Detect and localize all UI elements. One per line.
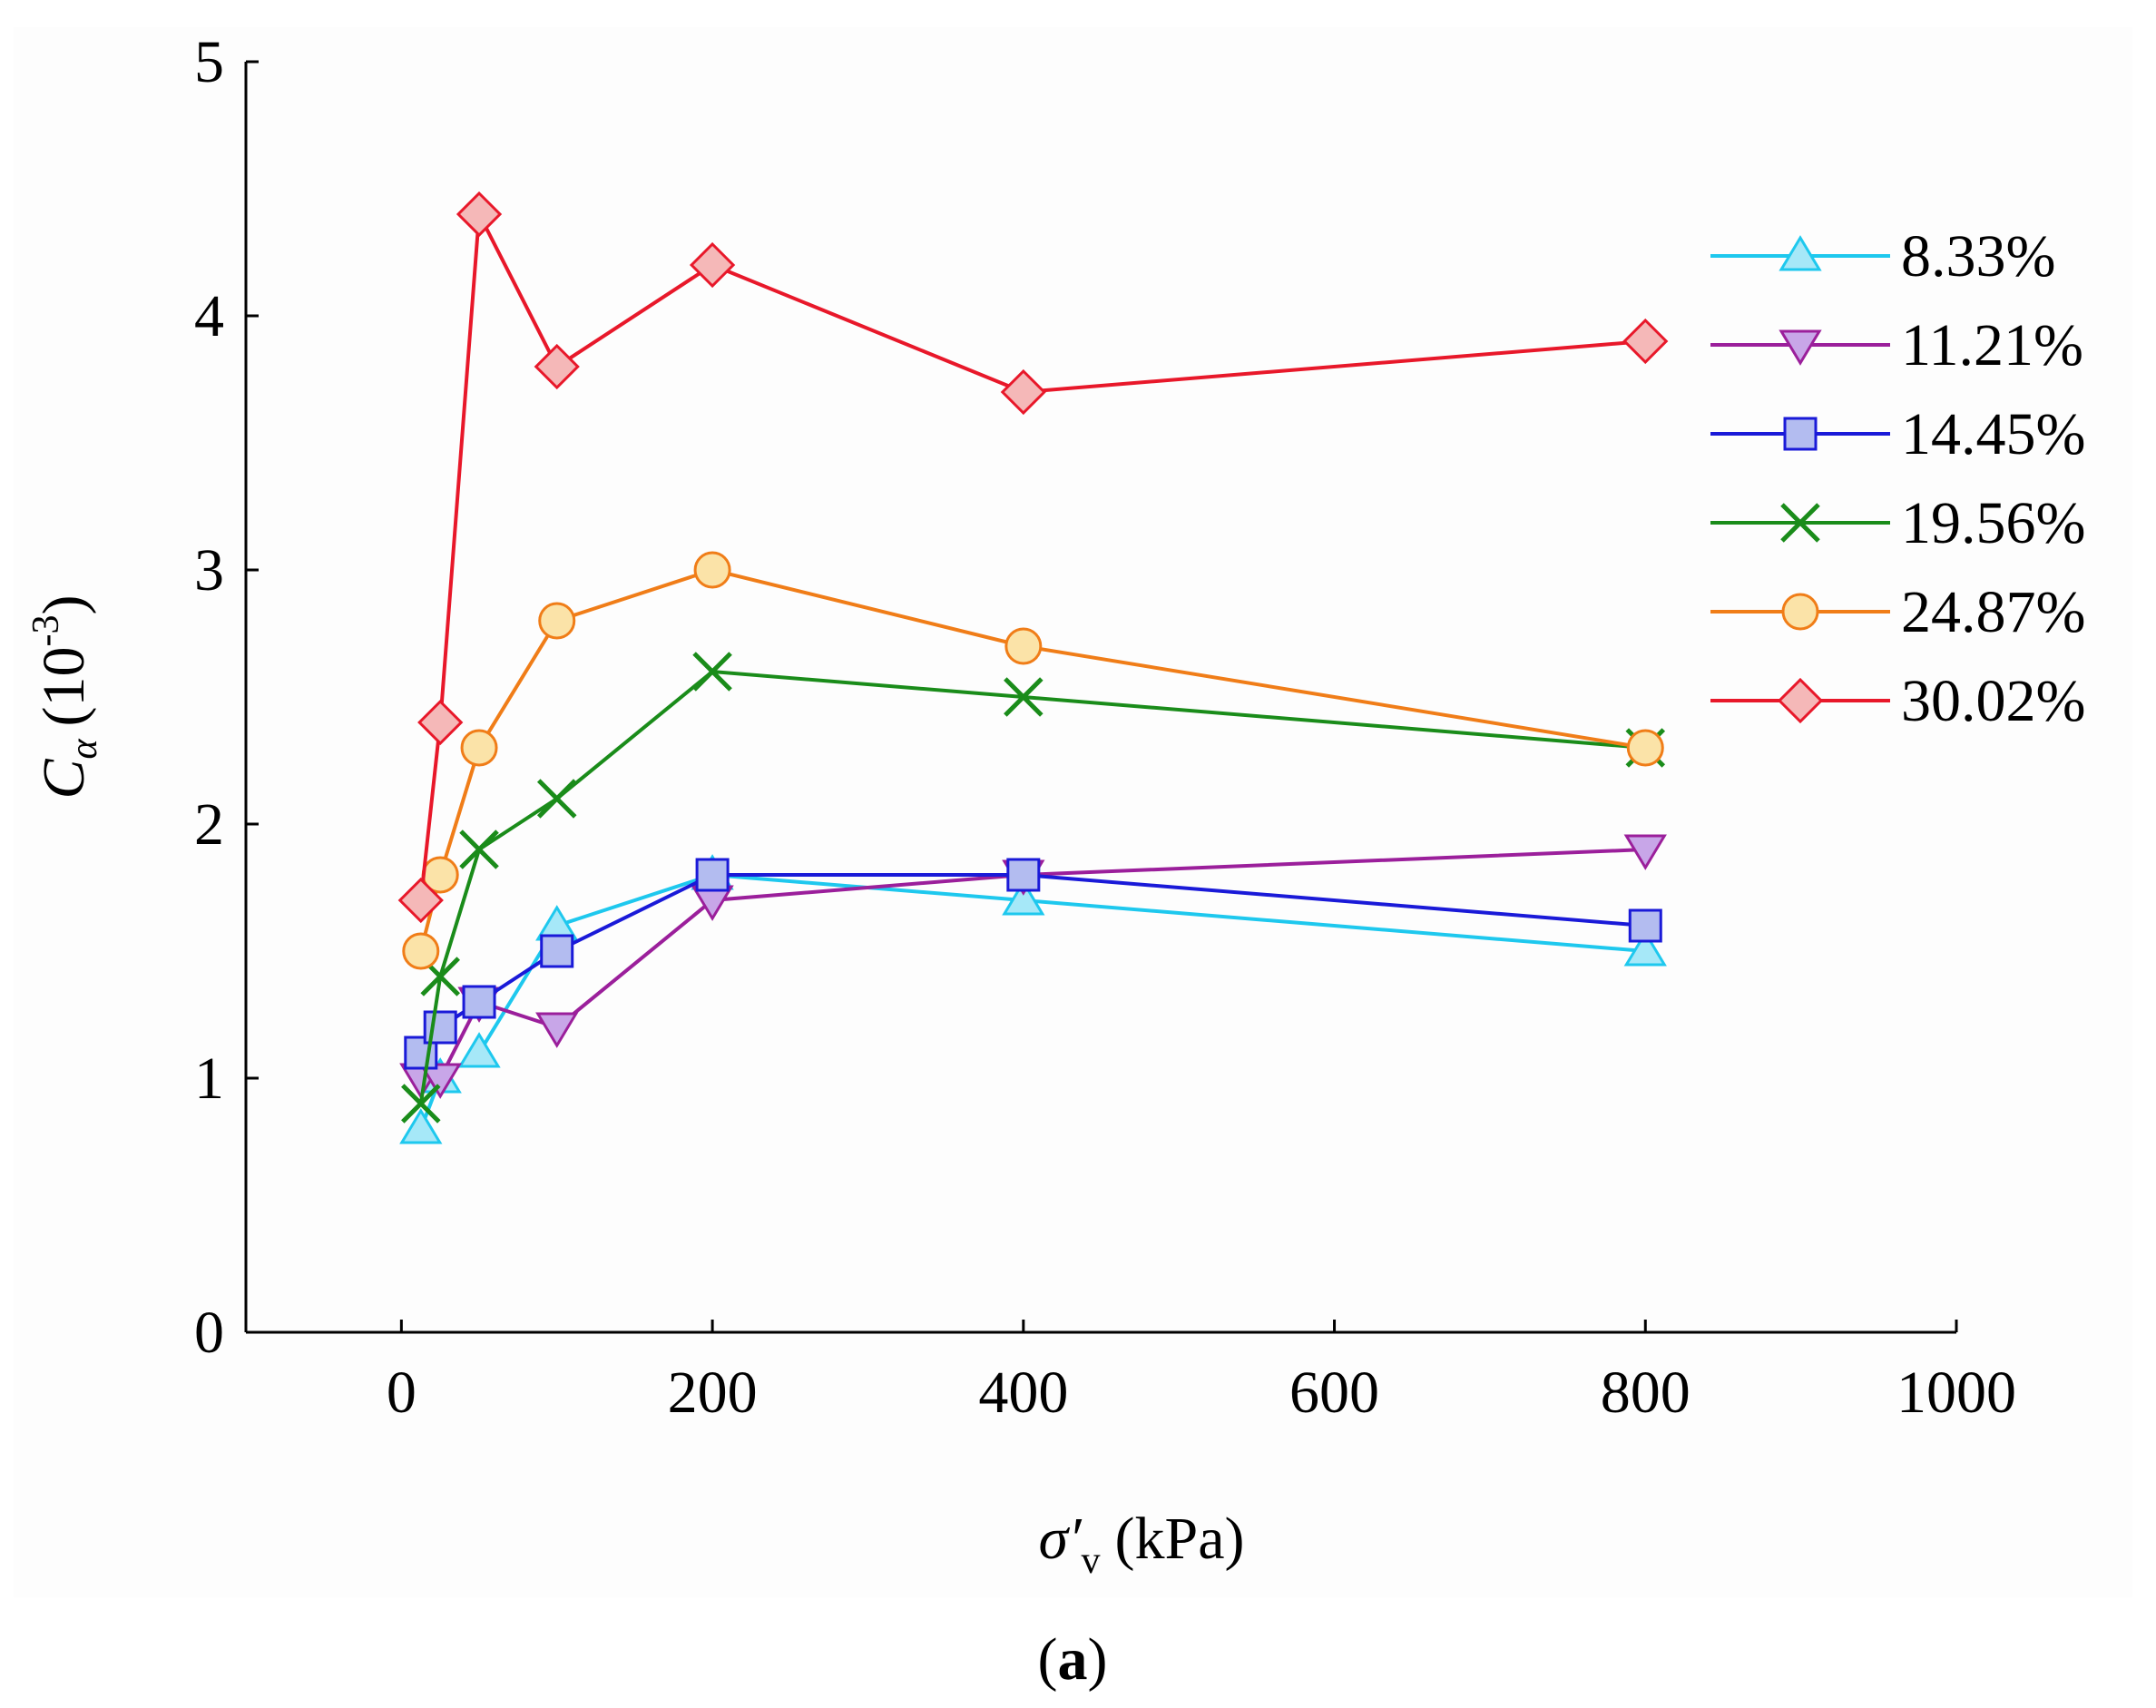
y-tick-label: 1 xyxy=(194,1045,224,1112)
x-marker-stroke xyxy=(420,957,460,996)
data-point xyxy=(417,699,464,746)
plot-series xyxy=(397,191,1669,1144)
data-point xyxy=(695,858,730,892)
legend-item: 24.87% xyxy=(1710,579,2085,645)
legend-item: 30.02% xyxy=(1710,668,2085,734)
legend-item: 14.45% xyxy=(1710,401,2085,467)
legend-label: 24.87% xyxy=(1901,579,2085,645)
data-point xyxy=(459,829,499,869)
y-ticks: 0 1 2 3 4 5 xyxy=(194,29,259,1366)
caption-open: ( xyxy=(1038,1626,1058,1693)
data-point xyxy=(540,934,574,968)
data-point xyxy=(401,1084,441,1124)
x-axis-unit: (kPa) xyxy=(1115,1506,1245,1572)
y-axis-unit-close: ) xyxy=(31,594,97,614)
legend: 8.33% 11.21% 14.45% 19.56% 24.87% 30.02% xyxy=(1710,223,2085,734)
series-24.87% xyxy=(402,551,1664,970)
y-axis: 0 1 2 3 4 5 xyxy=(194,29,259,1366)
x-axis-symbol: σ′ xyxy=(1039,1506,1083,1572)
figure-panel xyxy=(14,27,2132,1597)
data-point xyxy=(689,241,736,289)
data-point xyxy=(399,1108,443,1144)
x-marker-stroke xyxy=(1780,503,1820,543)
data-point xyxy=(1004,627,1043,665)
data-point xyxy=(692,652,732,692)
data-point xyxy=(1626,729,1664,767)
data-point xyxy=(1628,908,1662,943)
legend-label: 30.02% xyxy=(1901,668,2085,734)
x-tick-label: 400 xyxy=(978,1360,1068,1426)
legend-label: 19.56% xyxy=(1901,490,2085,556)
data-point xyxy=(1004,677,1044,717)
legend-item: 19.56% xyxy=(1710,490,2085,556)
data-point xyxy=(418,1063,462,1099)
data-point xyxy=(457,1032,501,1068)
legend-marker xyxy=(1779,329,1822,366)
y-axis-title: Cα (10-3) xyxy=(25,594,105,799)
x-axis-subscript: v xyxy=(1082,1540,1101,1582)
legend-item: 8.33% xyxy=(1710,223,2055,290)
data-point xyxy=(1622,318,1669,365)
x-tick-label: 200 xyxy=(668,1360,758,1426)
legend-marker xyxy=(1783,417,1818,451)
caption-close: ) xyxy=(1088,1626,1108,1693)
x-marker-stroke xyxy=(692,652,732,692)
x-marker-stroke xyxy=(536,779,577,819)
data-point xyxy=(456,191,503,238)
legend-marker xyxy=(1780,503,1820,543)
x-marker-stroke xyxy=(459,829,499,869)
series-30.02% xyxy=(397,191,1669,924)
x-tick-label: 800 xyxy=(1601,1360,1690,1426)
data-point xyxy=(536,779,577,819)
y-tick-label: 3 xyxy=(194,537,224,604)
x-marker-stroke xyxy=(401,1084,441,1124)
data-point xyxy=(460,729,498,767)
legend-label: 11.21% xyxy=(1901,312,2083,378)
data-point xyxy=(462,985,496,1019)
data-point xyxy=(1006,858,1041,892)
x-axis: 0 200 400 600 800 1000 xyxy=(246,1320,2016,1426)
y-tick-label: 2 xyxy=(194,791,224,858)
y-axis-superscript: -3 xyxy=(25,614,67,646)
data-point xyxy=(1002,879,1045,916)
legend-label: 8.33% xyxy=(1901,223,2055,290)
x-axis-title: σ′v (kPa) xyxy=(1039,1506,1245,1582)
x-ticks: 0 200 400 600 800 1000 xyxy=(387,1320,2016,1426)
x-marker-stroke xyxy=(1004,677,1044,717)
data-point xyxy=(534,343,580,390)
figure-caption: (a) xyxy=(1038,1626,1108,1693)
data-point xyxy=(535,1012,579,1048)
legend-item: 11.21% xyxy=(1710,312,2083,378)
y-tick-label: 5 xyxy=(194,29,224,95)
data-point xyxy=(402,932,440,970)
data-point xyxy=(1623,930,1667,967)
x-tick-label: 600 xyxy=(1289,1360,1379,1426)
legend-marker xyxy=(1781,593,1819,631)
data-point xyxy=(1623,834,1667,870)
legend-marker xyxy=(1777,677,1824,724)
y-axis-subscript: α xyxy=(64,738,105,759)
data-point xyxy=(1000,368,1046,416)
y-tick-label: 0 xyxy=(194,1300,224,1366)
legend-marker xyxy=(1779,235,1822,271)
y-axis-unit-open: (10 xyxy=(31,646,97,726)
data-point xyxy=(397,877,444,924)
y-axis-symbol: C xyxy=(31,759,97,800)
x-tick-label: 0 xyxy=(387,1360,416,1426)
data-point xyxy=(538,602,576,640)
legend-label: 14.45% xyxy=(1901,401,2085,467)
caption-letter: a xyxy=(1058,1626,1088,1693)
x-tick-label: 1000 xyxy=(1896,1360,2016,1426)
series-14.45% xyxy=(404,858,1662,1070)
data-point xyxy=(693,551,731,589)
y-tick-label: 4 xyxy=(194,283,224,349)
